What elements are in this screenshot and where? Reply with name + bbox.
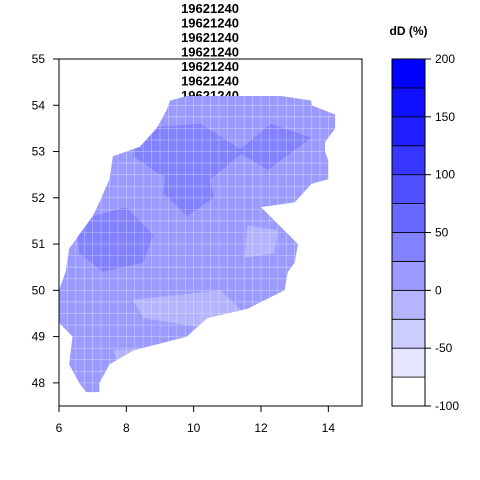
legend-tick-label: 0 — [435, 283, 442, 297]
legend-color-step — [391, 174, 426, 204]
x-tick-label: 12 — [254, 421, 268, 435]
legend-color-step — [391, 145, 426, 176]
x-tick-label: 8 — [123, 421, 130, 435]
legend-color-step — [391, 289, 426, 320]
y-tick-label: 50 — [32, 283, 46, 297]
legend-color-step — [391, 347, 426, 378]
field-region — [237, 123, 312, 170]
x-axis: 6 8 10 12 14 — [56, 405, 336, 435]
chart-title-line: 19621240 — [181, 45, 239, 60]
legend-color-step — [391, 261, 426, 291]
field-region — [75, 207, 154, 272]
field-region — [133, 123, 245, 180]
legend-title: dD (%) — [390, 24, 428, 38]
chart-title-line: 19621240 — [181, 30, 239, 45]
y-tick-label: 55 — [32, 52, 46, 66]
legend-color-step — [391, 376, 426, 407]
legend-color-step — [391, 232, 426, 262]
legend-color-step — [391, 87, 426, 118]
chart-title-line: 19621240 — [181, 1, 239, 16]
legend-color-step — [391, 318, 426, 349]
y-tick-label: 54 — [32, 98, 46, 112]
y-tick-label: 48 — [32, 376, 46, 390]
y-tick-label: 51 — [32, 237, 46, 251]
legend-color-step — [391, 58, 426, 89]
field-region — [186, 327, 272, 388]
legend-tick-label: -100 — [435, 399, 459, 413]
y-tick-label: 53 — [32, 145, 46, 159]
chart-title-line: 19621240 — [181, 59, 239, 74]
legend-color-step — [391, 116, 426, 147]
legend-tick-label: 50 — [435, 226, 449, 240]
legend-tick-label: -50 — [435, 341, 453, 355]
legend-color-step — [391, 203, 426, 233]
field-region — [112, 345, 187, 383]
chart-title-line: 19621240 — [181, 16, 239, 31]
x-tick-label: 10 — [187, 421, 201, 435]
field-region — [163, 151, 214, 217]
field-base-region — [59, 96, 336, 393]
chart-title-line: 19621240 — [181, 74, 239, 89]
y-tick-label: 49 — [32, 330, 46, 344]
field-region — [244, 225, 278, 258]
plot-area — [59, 96, 336, 393]
color-legend: -100 -50 0 50 100 150 200 dD (%) — [390, 24, 460, 413]
y-axis: 48 49 50 51 52 53 54 55 — [32, 52, 59, 390]
x-tick-label: 14 — [322, 421, 336, 435]
legend-tick-label: 150 — [435, 110, 455, 124]
y-tick-label: 52 — [32, 191, 46, 205]
legend-tick-label: 100 — [435, 168, 455, 182]
x-tick-label: 6 — [56, 421, 63, 435]
legend-tick-label: 200 — [435, 52, 455, 66]
